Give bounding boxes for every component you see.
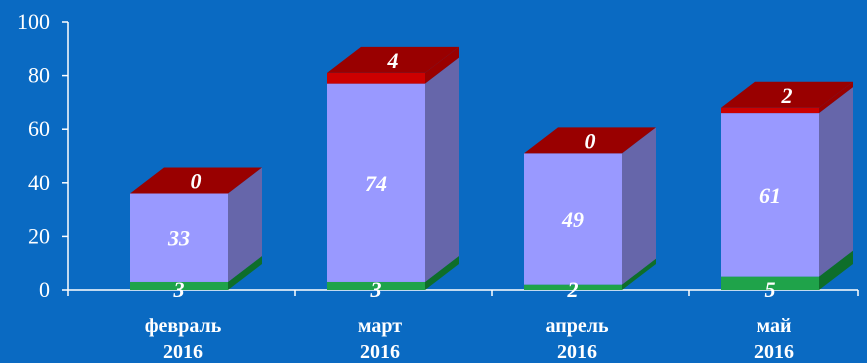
data-label: 5 xyxy=(765,277,776,302)
x-tick-label: март 2016 xyxy=(358,315,402,363)
bar-top-face xyxy=(327,46,459,73)
chart-bars xyxy=(130,46,853,290)
bar-side-face xyxy=(819,81,853,114)
bar-segment xyxy=(721,276,819,290)
data-label: 2 xyxy=(567,277,579,302)
data-label: 33 xyxy=(167,226,190,251)
y-tick-label: 80 xyxy=(28,63,50,88)
y-tick-label: 0 xyxy=(39,277,50,302)
bar-side-face xyxy=(228,167,262,282)
bar-segment xyxy=(524,153,622,285)
bar-segment xyxy=(327,83,425,282)
data-label: 4 xyxy=(387,48,399,73)
bar-top-face xyxy=(130,167,262,194)
bar-side-face xyxy=(228,255,262,290)
bar-side-face xyxy=(425,57,459,282)
y-tick-label: 60 xyxy=(28,116,50,141)
bar-segment xyxy=(721,107,819,114)
data-label: 3 xyxy=(173,277,185,302)
data-label: 49 xyxy=(561,207,584,232)
bar-segment xyxy=(327,281,425,290)
y-tick-label: 40 xyxy=(28,170,50,195)
bar-top-face xyxy=(524,127,656,154)
x-tick-label: февраль 2016 xyxy=(145,315,222,363)
bar-side-face xyxy=(622,258,656,290)
bar-side-face xyxy=(622,127,656,285)
bar-top-face xyxy=(721,81,853,108)
y-tick-label: 100 xyxy=(17,9,50,34)
data-label: 2 xyxy=(781,83,793,108)
bar-side-face xyxy=(819,250,853,290)
bar-segment xyxy=(130,193,228,282)
bar-side-face xyxy=(425,46,459,84)
data-label: 3 xyxy=(370,277,382,302)
y-tick-label: 20 xyxy=(28,223,50,248)
x-tick-label: апрель 2016 xyxy=(545,315,608,363)
bar-segment xyxy=(327,72,425,84)
bar-side-face xyxy=(819,87,853,277)
data-label: 74 xyxy=(365,171,387,196)
bar-segment xyxy=(524,284,622,290)
data-label: 0 xyxy=(191,169,202,194)
bar-segment xyxy=(721,113,819,277)
bar-side-face xyxy=(425,255,459,290)
data-label: 61 xyxy=(759,183,781,208)
x-tick-label: май 2016 xyxy=(754,315,794,363)
bar-segment xyxy=(130,281,228,290)
data-label: 0 xyxy=(585,128,596,153)
